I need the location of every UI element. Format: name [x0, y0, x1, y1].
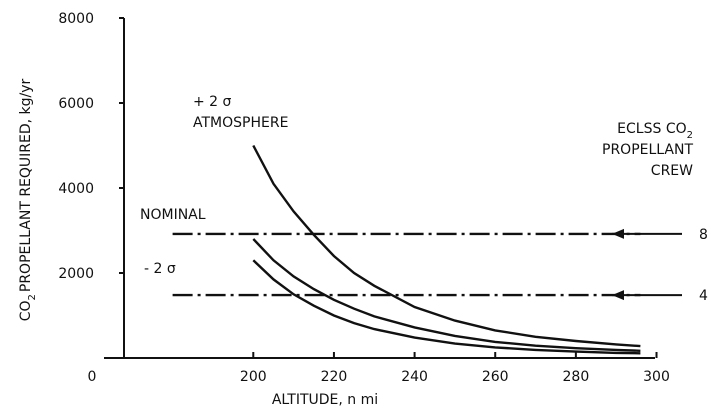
y-tick-label: 8000	[58, 11, 94, 27]
nominal-curve	[252, 238, 641, 352]
x-tick-label: 300	[643, 369, 670, 385]
crew-4-label: 4	[699, 288, 708, 304]
y-tick-label: 4000	[58, 181, 94, 197]
crew-8-label: 8	[699, 227, 708, 243]
nominal-label: NOMINAL	[140, 207, 206, 223]
crew-legend-line2: PROPELLANT	[602, 142, 693, 158]
crew-arrow-head	[612, 290, 624, 301]
x-tick-label: 220	[321, 369, 348, 385]
crew-legend-line1: ECLSS CO2	[617, 121, 693, 141]
axis-ticks: 2000 4000 6000 8000 0 200 220 240 260 280 300	[58, 11, 670, 385]
series-labels: + 2 σ ATMOSPHERE NOMINAL - 2 σ	[140, 94, 288, 277]
crew-arrows: 84	[612, 227, 708, 304]
plus-2-sigma-label: + 2 σ ATMOSPHERE	[193, 94, 288, 131]
x-tick-label: 200	[240, 369, 267, 385]
crew-legend-line3: CREW	[651, 163, 693, 179]
minus-2-sigma-label: - 2 σ	[144, 261, 176, 277]
x-tick-label: 280	[563, 369, 590, 385]
minus-2-sigma-curve	[252, 259, 641, 355]
axes	[104, 18, 655, 359]
x-tick-label: 260	[482, 369, 509, 385]
y-tick-label: 6000	[58, 96, 94, 112]
series-lines	[172, 144, 641, 355]
y-tick-label: 2000	[58, 266, 94, 282]
y-axis-title: CO2PROPELLANT REQUIRED, kg/yr	[18, 78, 38, 321]
x-tick-label: 0	[88, 369, 97, 385]
x-axis-title: ALTITUDE, n mi	[272, 392, 378, 408]
x-tick-label: 240	[401, 369, 428, 385]
plus-2-sigma-curve	[252, 144, 641, 348]
crew-arrow-head	[612, 228, 624, 239]
